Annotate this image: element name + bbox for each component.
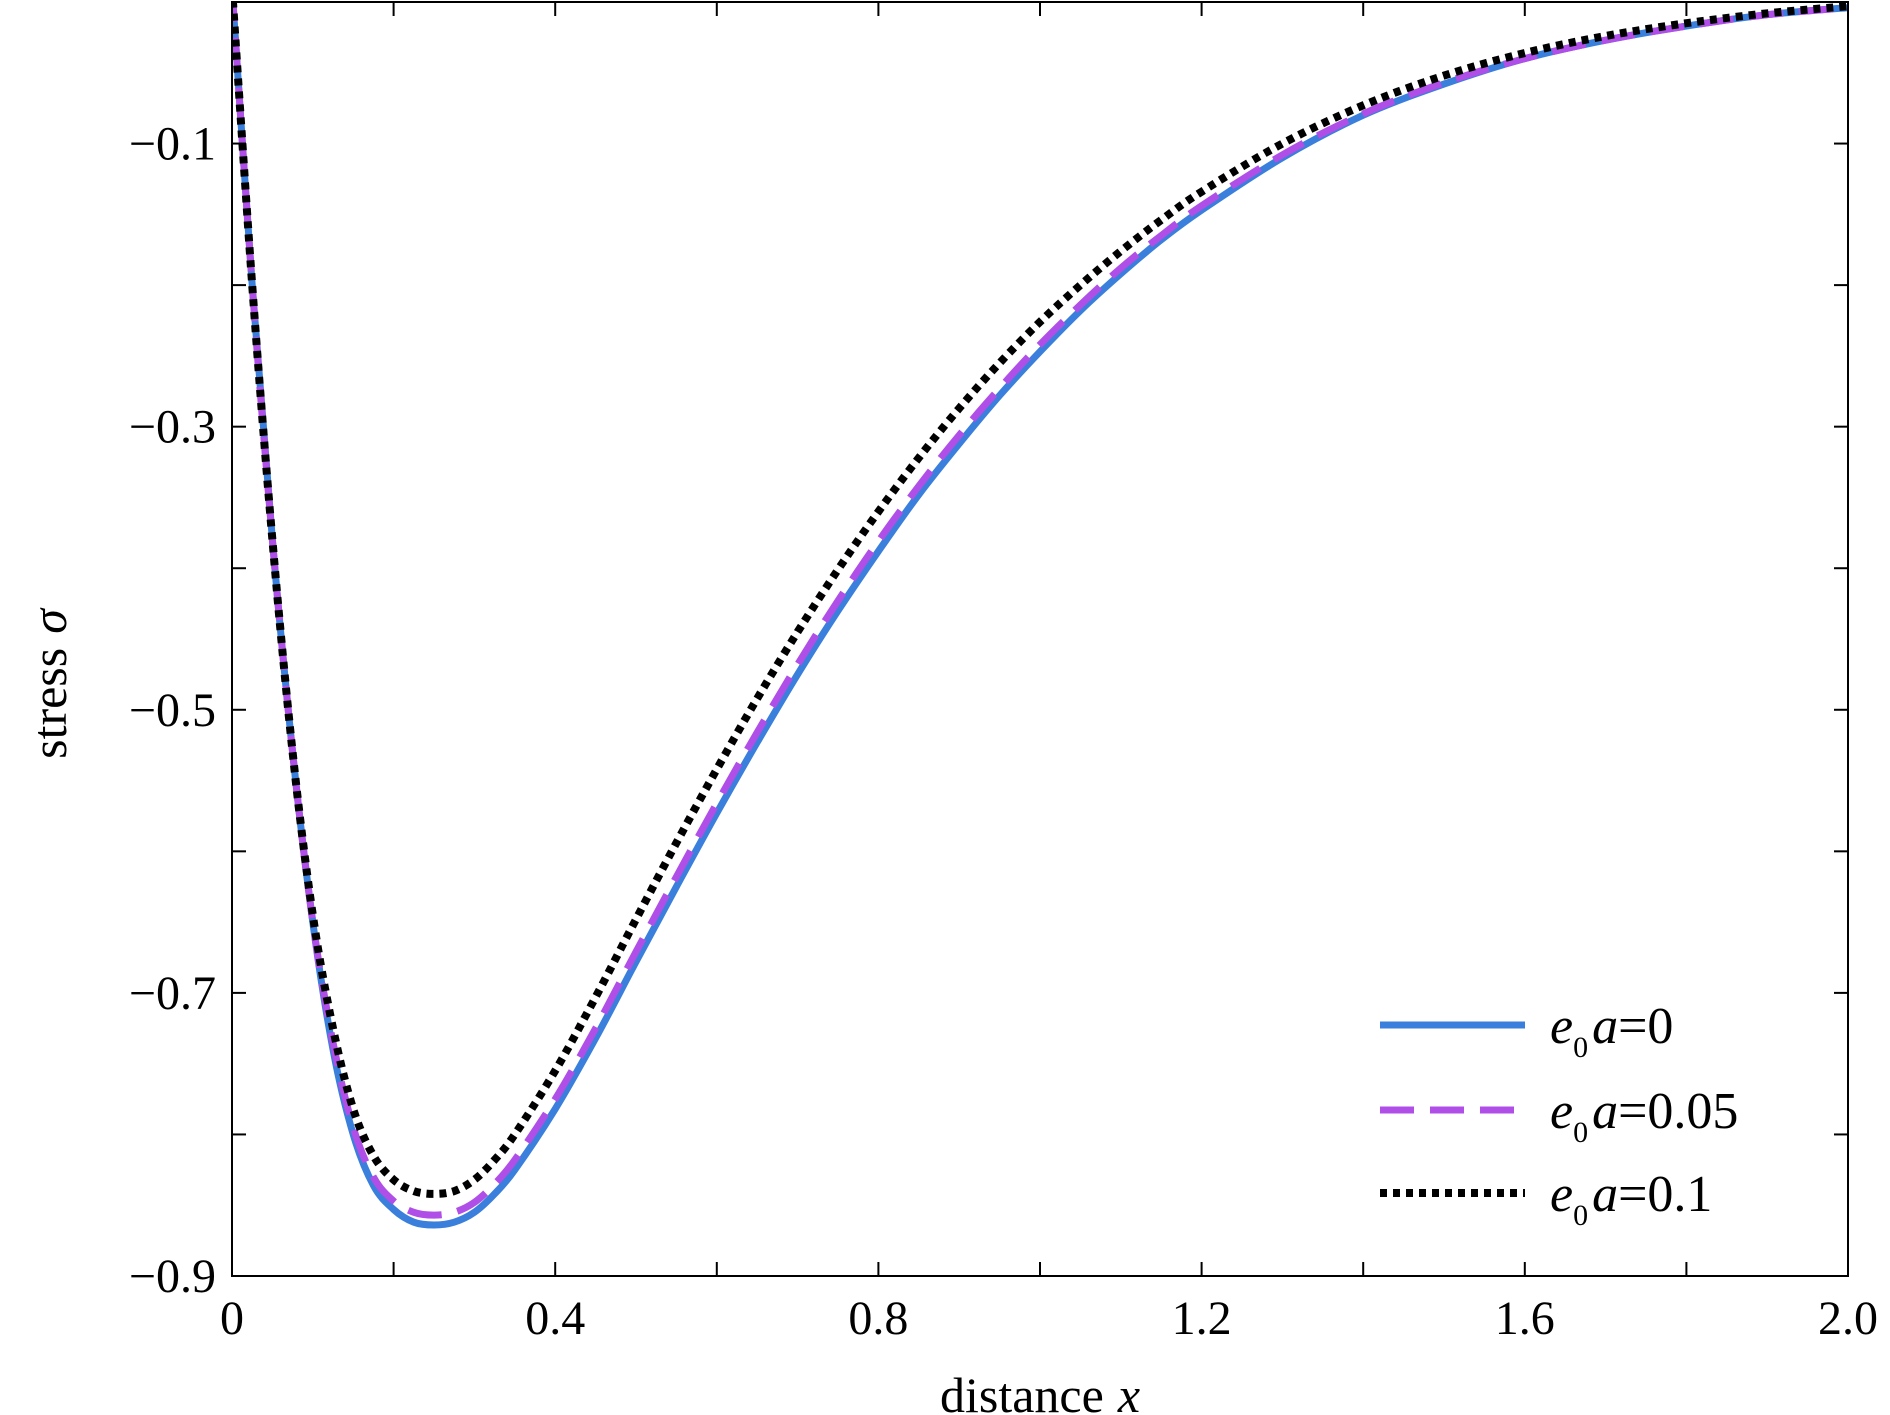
x-tick-label: 2.0 [1818,1292,1878,1345]
x-tick-label: 1.2 [1172,1292,1232,1345]
legend-entry-2: e0a=0.1 [1380,1166,1712,1232]
legend-label-value: =0.05 [1618,1083,1738,1140]
y-tick-label: −0.5 [129,684,216,737]
legend-label-symbol-a: a [1592,1083,1618,1140]
legend-label: e0a=0.05 [1550,1083,1738,1149]
legend-label-value: =0 [1618,998,1673,1055]
legend-label-value: =0.1 [1618,1166,1712,1223]
legend-label-subscript: 0 [1573,1199,1588,1232]
legend-label-symbol-a: a [1592,1166,1618,1223]
legend-label-subscript: 0 [1573,1031,1588,1064]
x-tick-label: 0.8 [848,1292,908,1345]
x-axis-title: distance x [940,1367,1140,1415]
x-tick-label: 1.6 [1495,1292,1555,1345]
x-axis-title-text: distance [940,1367,1104,1415]
x-axis-ticks: 0 0.4 0.8 1.2 1.6 2.0 [220,2,1878,1345]
series-line-2 [232,2,1848,1198]
legend-label: e0a=0 [1550,998,1673,1064]
plot-lines [232,2,1848,1229]
y-axis-variable: σ [21,607,77,634]
x-tick-label: 0 [220,1292,244,1345]
y-tick-label: −0.1 [129,118,216,171]
y-axis-title: stress σ [21,607,77,759]
y-axis-title-text: stress [21,648,77,759]
legend-label-symbol: e [1550,1166,1573,1223]
y-tick-label: −0.7 [129,967,216,1020]
legend-label-symbol: e [1550,1083,1573,1140]
y-tick-label: −0.3 [129,401,216,454]
series-line-1 [232,2,1848,1219]
legend-entry-1: e0a=0.05 [1380,1083,1738,1149]
legend-label-subscript: 0 [1573,1116,1588,1149]
legend-label-symbol: e [1550,998,1573,1055]
y-tick-label: −0.9 [129,1250,216,1303]
x-axis-variable: x [1117,1367,1140,1415]
legend-label: e0a=0.1 [1550,1166,1712,1232]
x-tick-label: 0.4 [525,1292,585,1345]
legend-label-symbol-a: a [1592,998,1618,1055]
y-axis-ticks: −0.9 −0.7 −0.5 −0.3 −0.1 [129,118,1848,1303]
legend-entry-0: e0a=0 [1380,998,1673,1064]
